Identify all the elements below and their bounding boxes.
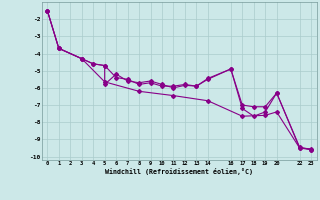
X-axis label: Windchill (Refroidissement éolien,°C): Windchill (Refroidissement éolien,°C) — [105, 168, 253, 175]
